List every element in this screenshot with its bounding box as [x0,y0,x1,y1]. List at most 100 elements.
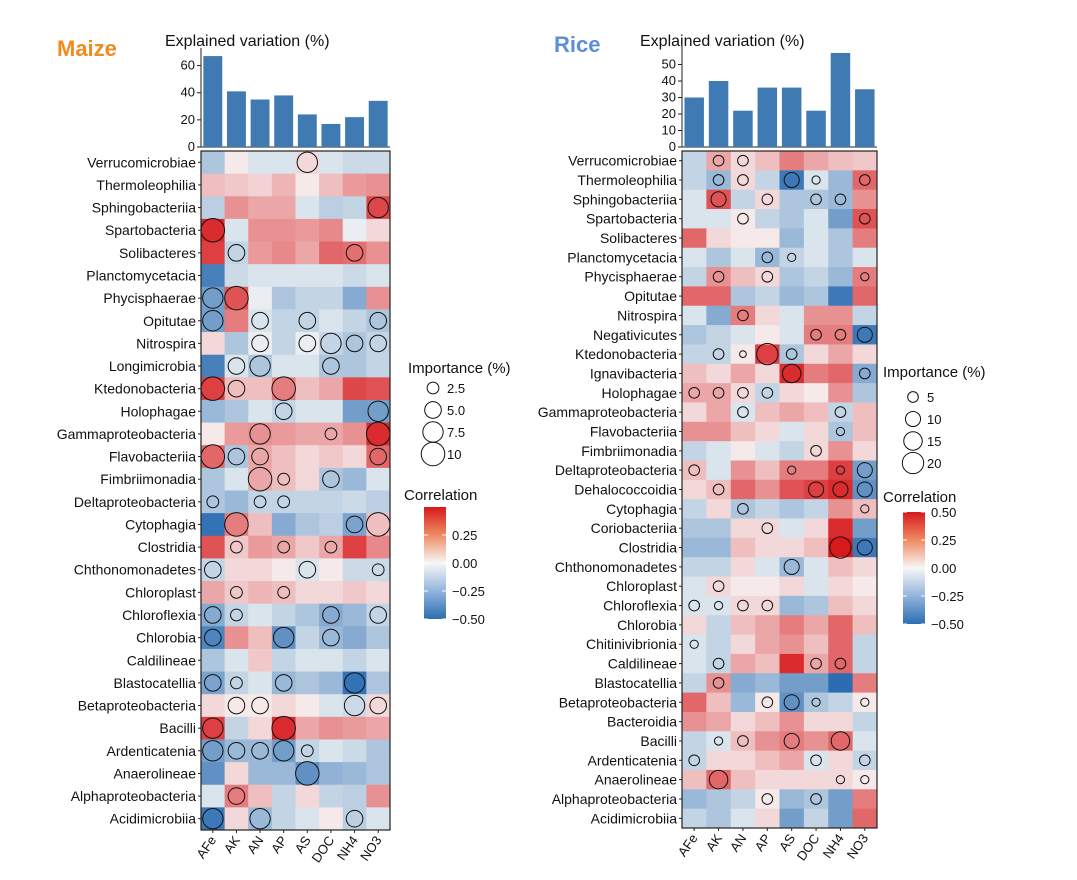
maize-cell-Ardenticatenia-NH4 [342,739,367,763]
maize-cell-Holophagae-AK [224,399,249,424]
rice-cell-Gammaproteobacteria-AFe [682,402,707,423]
rice-importance-circle-Ardenticatenia-NO3 [858,754,871,767]
rice-row-label: Bacilli [640,733,677,749]
maize-cell-Flavobacteriia-DOC [319,445,344,469]
rice-cell-Coriobacteriia-AN [730,518,756,539]
maize-importance-circle-Betaproteobacteria-NH4 [343,694,366,717]
rice-cell-Opitutae-AK [706,286,732,307]
rice-cell-Betaproteobacteria-NO3 [852,692,878,713]
maize-cell-Solibacteres-AFe [201,241,226,265]
rice-cell-Flavobacteriia-DOC [803,421,829,442]
maize-importance-legend-label: 7.5 [447,425,465,440]
rice-importance-circle-Dehalococcoidia-NO3 [856,481,873,498]
rice-cell-Clostridia-AFe [682,537,707,558]
maize-cell-Chlorobia-AP [271,626,296,650]
rice-cell-Coriobacteriia-NH4 [828,518,854,539]
maize-colorbar-label: −0.25 [452,584,485,599]
rice-cell-Gammaproteobacteria-NH4 [828,402,854,423]
maize-cell-Ktedonobacteria-AN [248,377,273,401]
rice-cell-Solibacteres-DOC [803,228,829,249]
maize-cell-Planctomycetacia-AP [271,264,296,288]
rice-cell-Ktedonobacteria-AK [706,344,732,365]
rice-cell-Ardenticatenia-NH4 [828,750,854,771]
maize-bar-tick-label: 40 [181,85,195,100]
rice-cell-Betaproteobacteria-NH4 [828,692,854,713]
maize-cell-Flavobacteriia-AFe [201,445,226,469]
maize-importance-circle-Nitrospira-AS [298,334,317,353]
maize-importance-circle-Phycisphaerae-AFe [202,287,224,309]
maize-cell-Flavobacteriia-AS [295,445,320,469]
maize-cell-Phycisphaerae-DOC [319,286,344,310]
maize-cell-Acidimicrobiia-AP [271,807,296,831]
maize-importance-circle-Chloroflexia-AK [230,608,243,622]
rice-cell-Negativicutes-AP [755,325,780,345]
rice-cell-Fimbriimonadia-DOC [803,441,829,461]
maize-cell-Holophagae-AFe [201,399,226,424]
rice-cell-Spartobacteria-NO3 [852,209,878,229]
maize-cell-Fimbriimonadia-AN [248,467,273,491]
rice-cell-Gammaproteobacteria-AK [706,402,732,423]
rice-cell-Nitrospira-AFe [682,305,707,326]
maize-cell-Solibacteres-AP [271,241,296,265]
maize-cell-Cytophagia-NO3 [366,513,391,537]
maize-cell-Verrucomicrobiae-AS [295,151,320,175]
rice-importance-circle-Ktedonobacteria-AK [712,348,725,360]
rice-cell-Clostridia-AS [779,537,805,558]
rice-row-label: Acidimicrobiia [591,810,678,826]
rice-cell-Dehalococcoidia-AFe [682,479,707,500]
maize-importance-legend-circle [426,381,440,395]
maize-cell-Caldilineae-NH4 [342,648,367,673]
maize-row-label: Bacilli [159,720,196,736]
rice-cell-Caldilineae-NO3 [852,653,878,674]
rice-colorbar [903,512,925,624]
rice-cell-Bacteroidia-AP [755,711,780,732]
maize-cell-Ardenticatenia-AS [295,739,320,763]
rice-importance-circle-Clostridia-NH4 [829,536,852,559]
maize-cell-Bacilli-AP [271,716,296,740]
maize-cell-Cytophagia-AFe [201,513,226,537]
maize-cell-Fimbriimonadia-NH4 [342,467,367,491]
maize-cell-Anaerolineae-AK [224,762,249,786]
maize-cell-Chlorobia-AS [295,626,320,650]
maize-cell-Chthonomonadetes-NH4 [342,558,367,582]
rice-cell-Flavobacteriia-AK [706,421,732,442]
maize-cell-Solibacteres-NO3 [366,241,391,265]
rice-col-label: NH4 [820,831,847,861]
maize-cell-Gammaproteobacteria-AK [224,422,249,446]
maize-cell-Ardenticatenia-AP [271,739,296,763]
maize-cell-Ktedonobacteria-AS [295,377,320,401]
rice-cell-Opitutae-AS [779,286,805,307]
rice-panel-title: Rice [554,32,600,57]
rice-cell-Caldilineae-DOC [803,653,829,674]
maize-cell-Clostridia-AFe [201,535,226,559]
rice-cell-Anaerolineae-NO3 [852,769,878,790]
rice-cell-Phycisphaerae-AFe [682,267,707,287]
rice-cell-Bacteroidia-AS [779,711,805,732]
rice-bar-tick-label: 10 [662,123,676,138]
rice-cell-Thermoleophilia-AP [755,170,780,191]
rice-cell-Flavobacteriia-AN [730,421,756,442]
rice-cell-Opitutae-NH4 [828,286,854,307]
maize-cell-Deltaproteobacteria-AP [271,490,296,514]
rice-cell-Caldilineae-AN [730,653,756,674]
rice-row-label: Ktedonobacteria [575,346,677,362]
maize-cell-Anaerolineae-AS [295,762,320,786]
maize-col-label: AFe [193,833,219,861]
rice-row-label: Gammaproteobacteria [538,404,678,420]
rice-cell-Sphingobacteriia-AS [779,189,805,210]
maize-cell-Ktedonobacteria-AFe [201,377,226,401]
rice-cell-Holophagae-DOC [803,383,829,403]
rice-importance-circle-Clostridia-NO3 [856,539,873,556]
rice-importance-circle-Phycisphaerae-AP [761,270,774,283]
maize-cell-Sphingobacteriia-NH4 [342,196,367,220]
maize-row-label: Holophagae [120,403,196,419]
rice-cell-Chloroplast-DOC [803,576,829,597]
rice-cell-Acidimicrobiia-DOC [803,808,829,829]
rice-cell-Chitinivibrionia-NH4 [828,634,854,655]
rice-cell-Chloroplast-AK [706,576,732,597]
rice-cell-Holophagae-AK [706,383,732,403]
rice-importance-legend-circle [904,410,922,428]
rice-bar-AK [708,81,729,147]
rice-cell-Verrucomicrobiae-AS [779,151,805,171]
rice-row-label: Caldilineae [608,656,677,672]
